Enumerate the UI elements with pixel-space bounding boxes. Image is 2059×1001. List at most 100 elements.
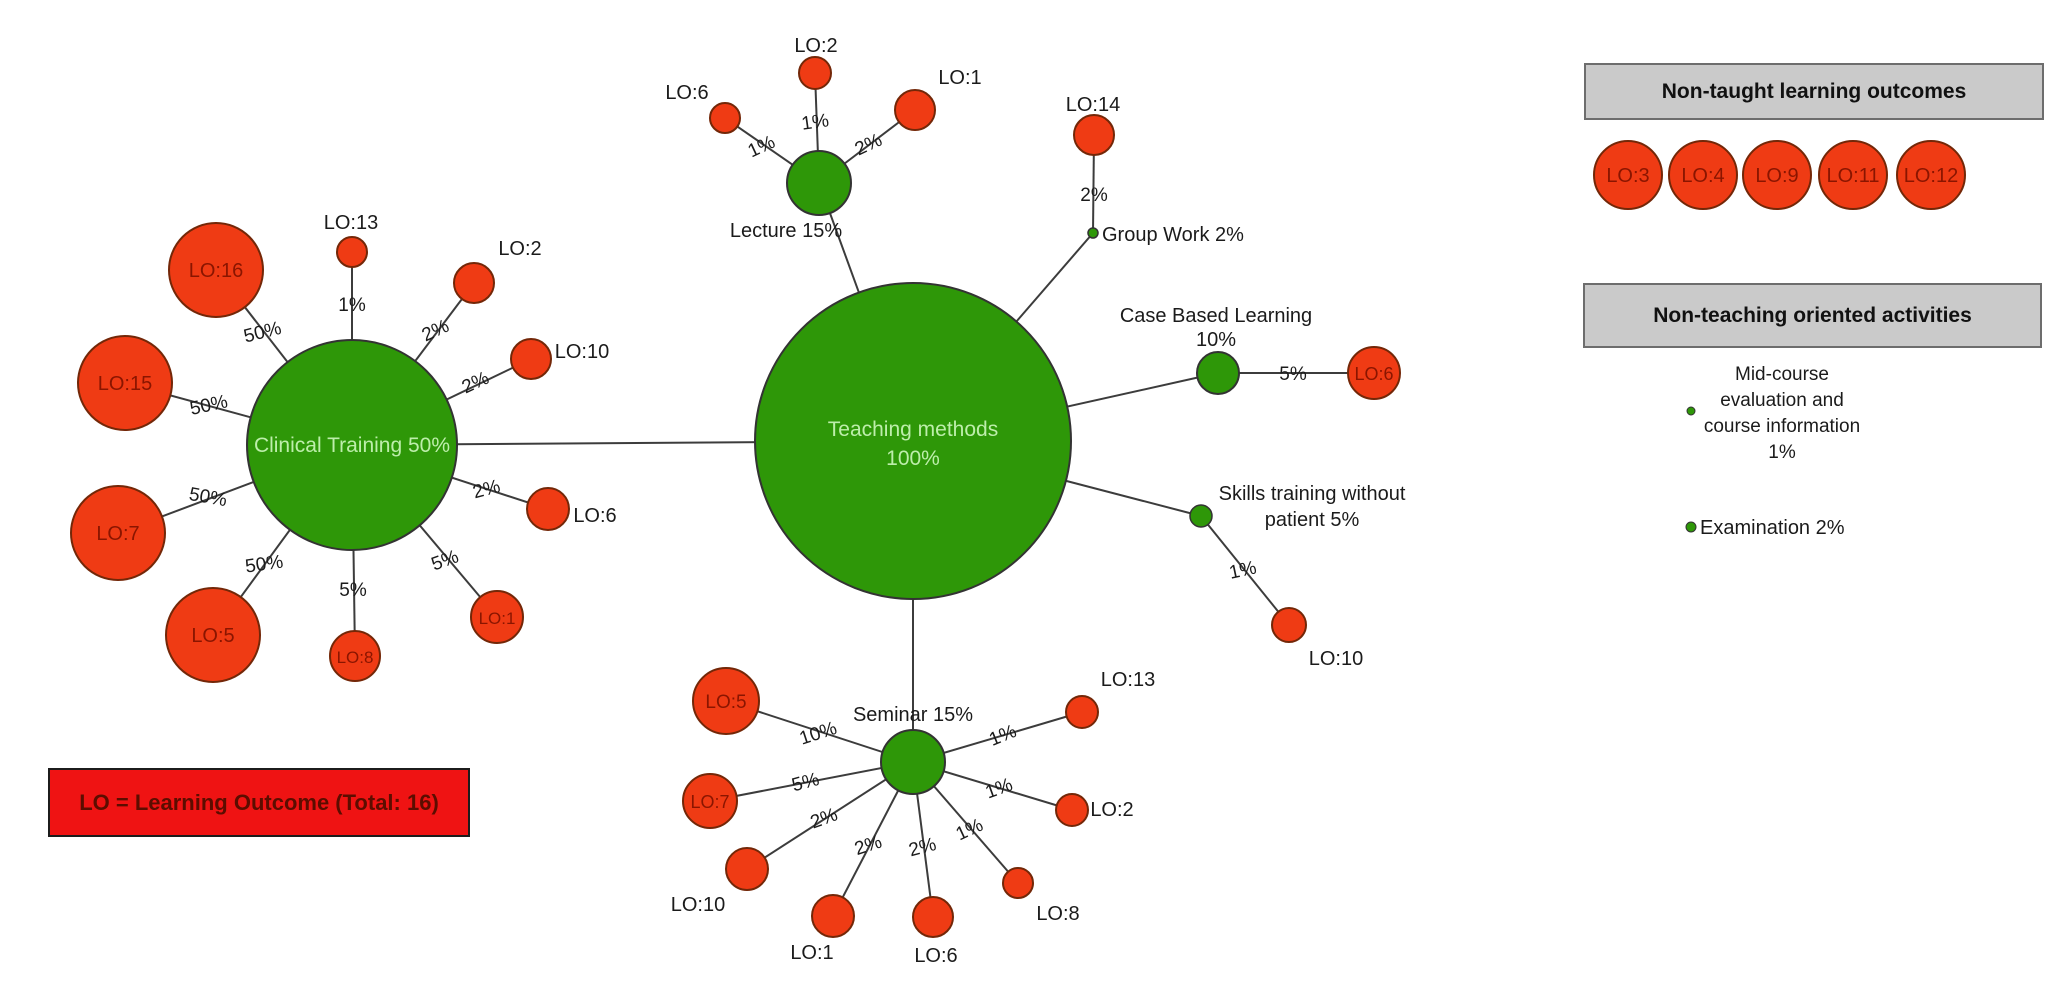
node-se-lo6 — [912, 896, 954, 938]
edge-label-clinical-c-lo8: 5% — [339, 580, 367, 601]
node-label-c-lo10: LO:10 — [555, 341, 609, 363]
edge-label-seminar-se-lo5: 10% — [797, 718, 840, 750]
edge-label-seminar-se-lo6: 2% — [907, 834, 939, 861]
node-seminar — [880, 729, 946, 795]
edge-label-skills-s-lo10: 1% — [1227, 557, 1258, 583]
node-label-se-lo7: LO:7 — [690, 792, 729, 812]
legend-dot-examination — [1685, 521, 1697, 533]
node-lecture — [786, 150, 852, 216]
node-label-c-lo7: LO:7 — [96, 523, 139, 545]
node-label-c-lo6: LO:6 — [573, 505, 616, 527]
node-label-c-lo5: LO:5 — [191, 625, 234, 647]
legend-outcome-lo-12 — [1896, 140, 1966, 210]
edge-label-clinical-c-lo7: 50% — [187, 484, 228, 511]
edge-label-clinical-c-lo16: 50% — [242, 318, 284, 348]
legend-outcome-lo-11 — [1818, 140, 1888, 210]
edge-label-clinical-c-lo13: 1% — [338, 295, 366, 316]
legend-outcome-label: LO:4 — [1681, 165, 1724, 187]
legend-dot-mid-course-evaluation — [1686, 406, 1696, 416]
node-label-se-lo10: LO:10 — [671, 894, 725, 916]
node-label-clinical: Clinical Training 50% — [254, 434, 450, 457]
node-label-se-lo13: LO:13 — [1101, 669, 1155, 691]
edge-label-clinical-c-lo6: 2% — [471, 476, 503, 503]
node-l-lo1 — [894, 89, 936, 131]
node-se-lo13 — [1065, 695, 1099, 729]
node-g-lo14 — [1073, 114, 1115, 156]
edge-label-seminar-se-lo1: 2% — [852, 832, 885, 860]
legend-outcome-label: LO:11 — [1827, 165, 1880, 187]
edge-skills-s-lo10 — [1200, 515, 1290, 626]
node-label-cbl: 10% — [1196, 329, 1236, 351]
node-label-c-lo8: LO:8 — [337, 648, 374, 667]
lo-abbreviation-note-text: LO = Learning Outcome (Total: 16) — [79, 789, 439, 815]
node-group-work — [1087, 227, 1099, 239]
legend-entry-mid-course-evaluation: Mid-course evaluation and course informa… — [1703, 364, 1861, 463]
node-label-se-lo6: LO:6 — [914, 945, 957, 967]
node-c-lo5 — [165, 587, 261, 683]
node-label-lecture: Lecture 15% — [730, 220, 843, 242]
node-c-lo7 — [70, 485, 166, 581]
node-label-tm: Teaching methods — [828, 418, 998, 441]
node-se-lo5 — [692, 667, 760, 735]
node-c-lo13 — [336, 236, 368, 268]
node-label-group-work: Group Work 2% — [1102, 224, 1244, 246]
node-c-lo1 — [470, 590, 524, 644]
node-skills — [1189, 504, 1213, 528]
legend-entry-examination: Examination 2% — [1700, 517, 1845, 539]
edge-label-seminar-se-lo13: 1% — [986, 721, 1019, 751]
node-label-c-lo13: LO:13 — [324, 212, 378, 234]
node-se-lo1 — [811, 894, 855, 938]
node-label-cbl: Case Based Learning — [1120, 305, 1312, 327]
node-label-s-lo10: LO:10 — [1309, 648, 1363, 670]
edge-label-clinical-c-lo15: 50% — [188, 391, 230, 419]
node-label-c-lo16: LO:16 — [189, 260, 243, 282]
legend-outcome-lo-9 — [1742, 140, 1812, 210]
legend-outcome-lo-4 — [1668, 140, 1738, 210]
node-se-lo10 — [725, 847, 769, 891]
node-label-l-lo6: LO:6 — [665, 82, 708, 104]
node-c-lo16 — [168, 222, 264, 318]
legend-outcome-label: LO:3 — [1606, 165, 1649, 187]
node-label-c-lo1: LO:1 — [479, 609, 516, 628]
legend-non-taught-title: Non-taught learning outcomes — [1661, 79, 1967, 103]
node-se-lo2 — [1055, 793, 1089, 827]
node-label-se-lo2: LO:2 — [1090, 799, 1133, 821]
node-se-lo8 — [1002, 867, 1034, 899]
edge-label-clinical-c-lo10: 2% — [459, 368, 493, 399]
edge-label-seminar-se-lo10: 2% — [808, 804, 841, 833]
node-label-skills: patient 5% — [1265, 509, 1360, 531]
node-l-lo2 — [798, 56, 832, 90]
node-label-c-lo15: LO:15 — [98, 373, 152, 395]
edge-seminar-se-lo7 — [709, 761, 914, 802]
node-label-se-lo5: LO:5 — [705, 692, 746, 713]
node-label-se-lo1: LO:1 — [790, 942, 833, 964]
node-label-c-lo2: LO:2 — [498, 238, 541, 260]
edge-label-lecture-l-lo1: 2% — [852, 130, 886, 161]
node-cbl — [1196, 351, 1240, 395]
edge-label-clinical-c-lo2: 2% — [419, 316, 453, 347]
legend-non-taught-header: Non-taught learning outcomes — [1584, 63, 2044, 120]
edge-label-cbl-cb-lo6: 5% — [1279, 364, 1307, 385]
edge-label-lecture-l-lo2: 1% — [800, 110, 830, 135]
node-cb-lo6 — [1347, 346, 1401, 400]
node-label-skills: Skills training without — [1219, 483, 1406, 505]
node-label-se-lo8: LO:8 — [1036, 903, 1079, 925]
node-se-lo7 — [682, 773, 738, 829]
edge-label-seminar-se-lo7: 5% — [790, 769, 822, 796]
edge-label-group-work-g-lo14: 2% — [1080, 185, 1108, 206]
node-l-lo6 — [709, 102, 741, 134]
node-c-lo8 — [329, 630, 381, 682]
node-label-cb-lo6: LO:6 — [1354, 364, 1393, 384]
node-c-lo15 — [77, 335, 173, 431]
node-label-g-lo14: LO:14 — [1066, 94, 1120, 116]
legend-outcome-label: LO:9 — [1755, 165, 1798, 187]
legend-non-teaching-header: Non-teaching oriented activities — [1583, 283, 2042, 348]
legend-non-teaching-title: Non-teaching oriented activities — [1653, 303, 1972, 327]
legend-outcome-label: LO:12 — [1904, 165, 1958, 187]
legend-outcome-lo-3 — [1593, 140, 1663, 210]
edge-label-seminar-se-lo2: 1% — [983, 774, 1016, 803]
node-c-lo6 — [526, 487, 570, 531]
node-s-lo10 — [1271, 607, 1307, 643]
node-c-lo10 — [510, 338, 552, 380]
